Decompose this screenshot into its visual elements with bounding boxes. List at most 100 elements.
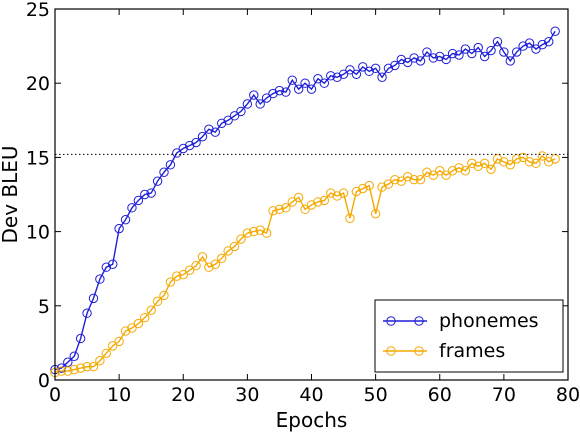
x-tick-label: 70 — [492, 384, 516, 406]
data-point-phonemes — [249, 90, 259, 100]
data-point-phonemes — [377, 72, 387, 82]
data-point-frames — [415, 174, 426, 185]
data-point-phonemes — [120, 215, 131, 225]
data-point-frames — [467, 158, 477, 169]
data-point-phonemes — [537, 39, 548, 50]
data-point-frames — [447, 166, 458, 176]
data-point-phonemes — [69, 351, 79, 361]
data-point-phonemes — [518, 41, 528, 51]
data-point-phonemes — [261, 93, 272, 103]
data-point-phonemes — [531, 44, 541, 54]
data-point-phonemes — [197, 131, 208, 142]
x-tick-label: 20 — [171, 384, 195, 406]
data-point-frames — [499, 157, 509, 167]
data-point-phonemes — [204, 124, 214, 134]
data-point-phonemes — [467, 48, 477, 59]
legend-box — [374, 299, 564, 373]
y-axis-label: Dev BLEU — [0, 145, 22, 243]
legend-entry-frames: frames — [383, 340, 505, 362]
data-point-phonemes — [229, 111, 240, 121]
data-point-phonemes — [358, 62, 368, 72]
data-point-frames — [383, 179, 394, 189]
data-point-phonemes — [479, 51, 490, 62]
data-point-phonemes — [524, 38, 535, 48]
data-point-frames — [108, 341, 118, 351]
data-point-frames — [114, 336, 124, 347]
data-point-phonemes — [351, 69, 362, 80]
data-point-phonemes — [159, 167, 169, 177]
data-point-frames — [422, 167, 432, 177]
data-point-frames — [261, 228, 272, 238]
data-point-frames — [204, 262, 214, 272]
data-point-frames — [537, 151, 548, 161]
data-point-phonemes — [56, 363, 67, 373]
series-line-frames — [54, 154, 556, 374]
data-point-phonemes — [293, 84, 304, 94]
data-point-frames — [249, 226, 259, 237]
data-point-frames — [236, 234, 246, 244]
data-point-frames — [184, 265, 195, 275]
y-tick-label: 25 — [26, 0, 50, 21]
data-point-phonemes — [95, 274, 105, 284]
legend-marker — [386, 346, 396, 356]
data-point-frames — [441, 170, 451, 180]
data-point-phonemes — [268, 88, 278, 99]
data-point-frames — [402, 171, 413, 182]
data-point-frames — [512, 154, 522, 164]
data-point-phonemes — [101, 262, 112, 272]
data-point-frames — [287, 197, 297, 207]
data-point-phonemes — [345, 65, 355, 75]
data-point-phonemes — [460, 44, 471, 54]
data-point-phonemes — [242, 99, 253, 109]
data-point-phonemes — [82, 308, 92, 318]
data-point-phonemes — [210, 127, 221, 137]
data-point-phonemes — [332, 72, 342, 82]
data-point-phonemes — [326, 71, 336, 81]
data-point-phonemes — [390, 60, 400, 71]
data-point-phonemes — [306, 84, 317, 94]
data-point-phonemes — [396, 54, 406, 65]
data-point-phonemes — [281, 87, 291, 97]
data-point-frames — [88, 361, 99, 372]
data-point-phonemes — [165, 160, 176, 170]
data-point-frames — [101, 348, 112, 358]
data-point-frames — [229, 241, 240, 252]
data-point-frames — [306, 200, 317, 210]
data-point-frames — [223, 246, 233, 256]
legend-marker — [414, 346, 424, 356]
data-point-frames — [95, 356, 105, 366]
data-point-phonemes — [447, 48, 458, 59]
data-point-frames — [390, 174, 400, 185]
data-point-phonemes — [114, 223, 124, 234]
data-point-frames — [351, 186, 362, 197]
axis-ticks — [54, 8, 569, 381]
legend-label: phonemes — [439, 310, 539, 332]
data-point-phonemes — [454, 50, 464, 60]
data-point-frames — [505, 160, 515, 170]
data-point-phonemes — [236, 106, 246, 117]
data-point-frames — [435, 166, 445, 176]
data-point-phonemes — [217, 118, 227, 128]
data-point-frames — [473, 161, 483, 172]
series-lines — [54, 30, 556, 374]
data-point-phonemes — [428, 53, 439, 63]
data-point-frames — [255, 225, 265, 235]
data-point-frames — [165, 277, 176, 287]
data-point-phonemes — [63, 357, 73, 367]
data-point-phonemes — [313, 74, 323, 84]
data-point-frames — [191, 261, 201, 271]
data-point-frames — [172, 271, 182, 281]
data-point-frames — [409, 174, 419, 185]
data-point-phonemes — [191, 137, 201, 148]
x-tick-label: 60 — [428, 384, 452, 406]
data-point-frames — [338, 188, 349, 198]
x-tick-label: 40 — [299, 384, 323, 406]
data-point-frames — [486, 164, 496, 174]
data-point-phonemes — [402, 57, 413, 68]
data-point-frames — [69, 364, 79, 375]
data-point-frames — [140, 312, 150, 323]
data-point-phonemes — [108, 259, 118, 269]
x-tick-label: 0 — [49, 384, 61, 406]
data-point-phonemes — [338, 69, 349, 80]
